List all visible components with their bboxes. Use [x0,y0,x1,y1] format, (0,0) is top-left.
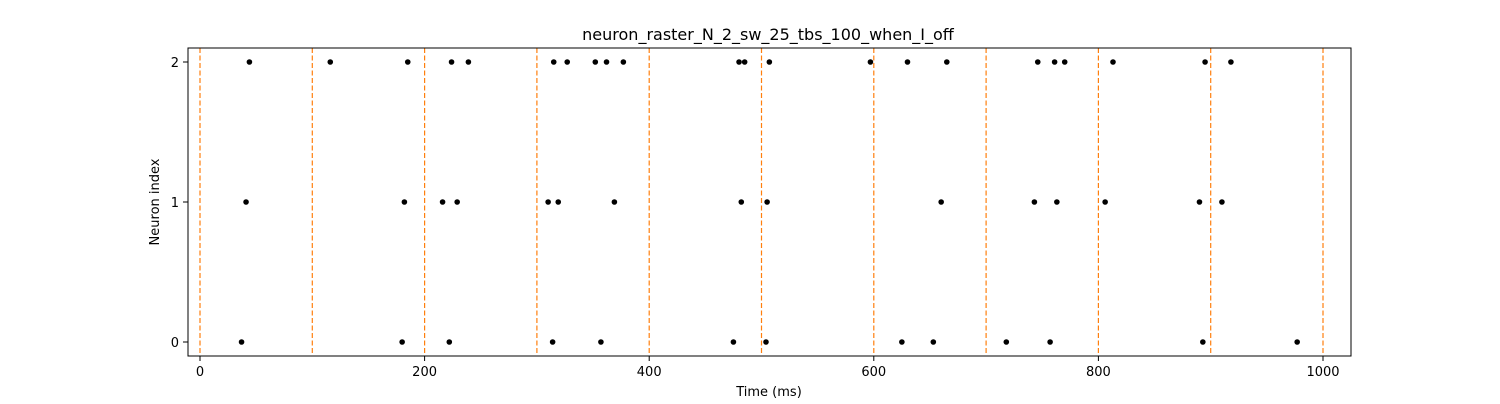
y-tick-label: 2 [171,56,179,71]
spike-point [399,339,405,345]
spike-point [550,59,557,65]
spike-point [564,59,571,65]
spike-point [1219,199,1225,205]
spike-point [549,339,556,345]
y-tick-label: 1 [171,196,179,211]
spike-point [1202,59,1208,65]
spike-point [738,199,745,205]
spike-point [243,199,249,205]
spike-point [904,59,911,65]
spike-point [592,59,599,65]
spike-point [545,199,551,205]
spike-point [1031,199,1038,205]
spike-point [764,199,770,205]
spike-point [611,199,618,205]
chart-title: neuron_raster_N_2_sw_25_tbs_100_when_I_o… [582,25,955,45]
x-tick-label: 800 [1086,365,1111,380]
spike-point [1110,59,1116,65]
x-axis-label: Time (ms) [735,385,802,400]
spike-point [1228,59,1234,65]
spike-point [327,59,334,65]
spike-point [1102,199,1108,205]
spike-point [730,339,737,345]
spike-point [930,339,937,345]
spike-point [448,59,455,65]
x-tick-label: 1000 [1306,365,1339,380]
plot-area [199,48,1324,356]
x-tick-label: 200 [412,365,437,380]
spike-point [454,199,460,205]
spike-point [465,59,472,65]
spike-point [598,339,604,345]
x-tick-label: 0 [196,365,204,380]
spike-point [446,339,453,345]
spike-point [1061,59,1068,65]
spike-point [766,59,773,65]
spike-point [620,59,627,65]
spike-point [1003,339,1010,345]
x-tick-label: 400 [637,365,662,380]
spike-point [1051,59,1058,65]
spike-point [1034,59,1041,65]
spike-point [246,59,253,65]
spike-point [943,59,950,65]
spike-point [867,59,874,65]
spike-point [439,199,446,205]
spike-point [938,199,944,205]
spike-point [603,59,610,65]
spike-point [1196,199,1203,205]
spike-point [763,339,769,345]
y-tick-label: 0 [171,336,179,351]
axes: 0 200 400 600 800 1000 0 1 2 [171,56,1340,380]
spike-point [741,59,748,65]
spike-point [401,199,408,205]
spike-point [736,59,742,65]
spike-point [1047,339,1053,345]
spike-point [899,339,905,345]
spike-point [555,199,562,205]
spike-point [1294,339,1300,345]
spike-point [1054,199,1060,205]
y-axis-label: Neuron index [148,158,163,245]
spike-point [1200,339,1206,345]
spike-point [404,59,411,65]
spike-point [238,339,245,345]
x-tick-label: 600 [861,365,886,380]
